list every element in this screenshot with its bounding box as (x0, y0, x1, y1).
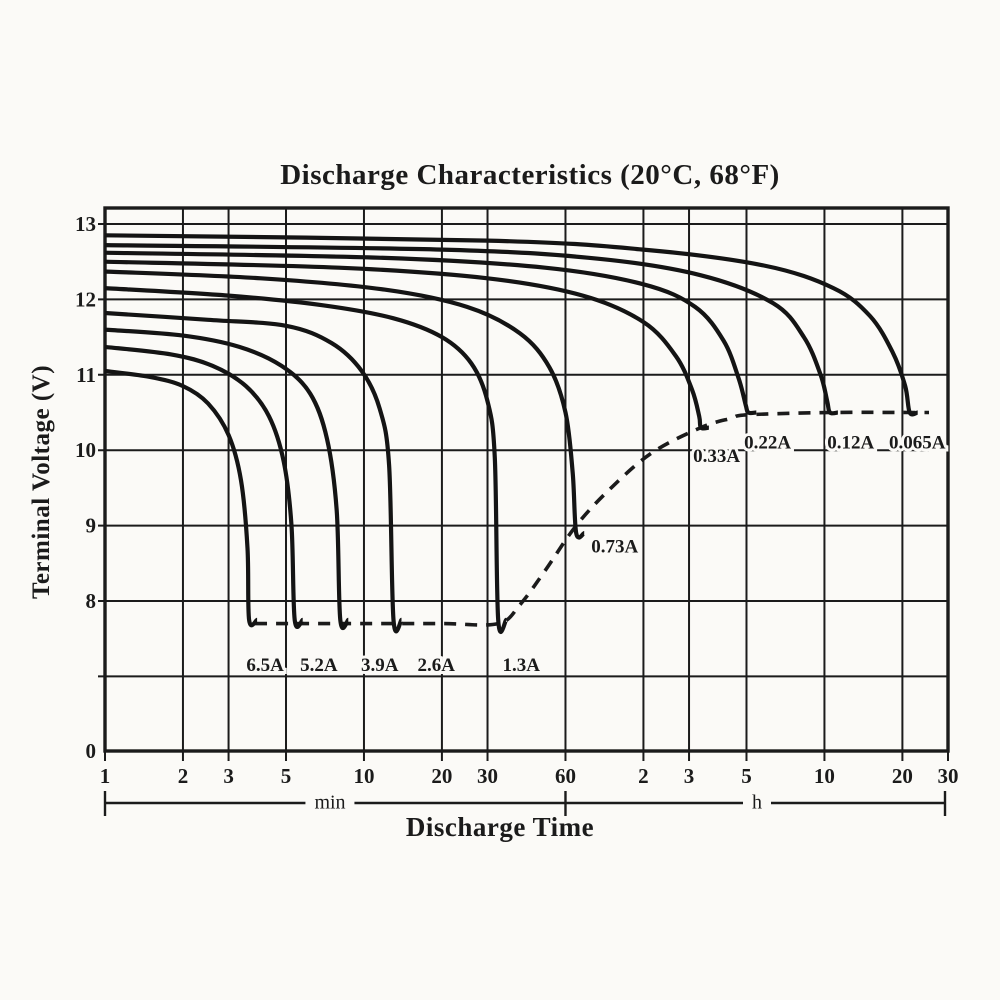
curve-2.6A (104, 310, 404, 634)
y-tick-label-12V: 12 (75, 287, 96, 311)
curve-0.73A (104, 269, 586, 540)
curve-0.33A (104, 259, 710, 431)
x-tick-label-2min: 2 (178, 764, 189, 788)
x-tick-label-180min: 3 (684, 764, 695, 788)
curve-0.22A (104, 250, 757, 416)
x-tick-label-1800min: 30 (938, 764, 959, 788)
curve-label-5.2A: 5.2A (300, 655, 338, 676)
y-tick-label-0V: 0 (86, 739, 97, 763)
y-tick-label-10V: 10 (75, 438, 96, 462)
curve-label-0.12A: 0.12A (827, 433, 874, 454)
x-axis-title: Discharge Time (405, 812, 595, 842)
x-tick-label-10min: 10 (354, 764, 375, 788)
curve-0.12A (104, 243, 839, 416)
curve-label-0.22A: 0.22A (744, 433, 791, 454)
y-tick-label-8V: 8 (86, 589, 97, 613)
plot-frame (103, 206, 950, 753)
curve-0.065A (104, 233, 919, 417)
y-axis-title: Terminal Voltage (V) (28, 364, 55, 600)
x-tick-label-3min: 3 (223, 764, 234, 788)
curve-label-0.33A: 0.33A (693, 446, 740, 467)
chart-title: Discharge Characteristics (20°C, 68°F) (280, 159, 780, 191)
x-tick-label-300min: 5 (741, 764, 752, 788)
x-tick-label-20min: 20 (431, 764, 452, 788)
curve-label-0.065A: 0.065A (889, 433, 946, 454)
x-unit-label-minutes: min (305, 791, 355, 815)
curve-label-1.3A: 1.3A (503, 655, 541, 676)
x-unit-label-hours: h (743, 791, 771, 815)
y-tick-label-9V: 9 (86, 514, 97, 538)
x-tick-label-1min: 1 (100, 764, 111, 788)
curve-label-0.73A: 0.73A (591, 537, 638, 558)
curve-1.3A (104, 286, 509, 634)
x-tick-label-1200min: 20 (892, 764, 913, 788)
curve-label-2.6A: 2.6A (417, 655, 455, 676)
curve-5.2A (104, 344, 305, 629)
x-tick-label-5min: 5 (281, 764, 292, 788)
curve-3.9A (104, 327, 351, 631)
x-tick-label-30min: 30 (477, 764, 498, 788)
y-tick-label-11V: 11 (76, 363, 96, 387)
cutoff-voltage-dashed-line (255, 410, 929, 627)
x-tick-label-60min: 60 (555, 764, 576, 788)
y-tick-label-13V: 13 (75, 212, 96, 236)
curve-label-6.5A: 6.5A (246, 655, 284, 676)
x-tick-label-600min: 10 (814, 764, 835, 788)
x-tick-label-120min: 2 (638, 764, 649, 788)
curve-label-3.9A: 3.9A (361, 655, 399, 676)
curve-6.5A (104, 368, 259, 628)
